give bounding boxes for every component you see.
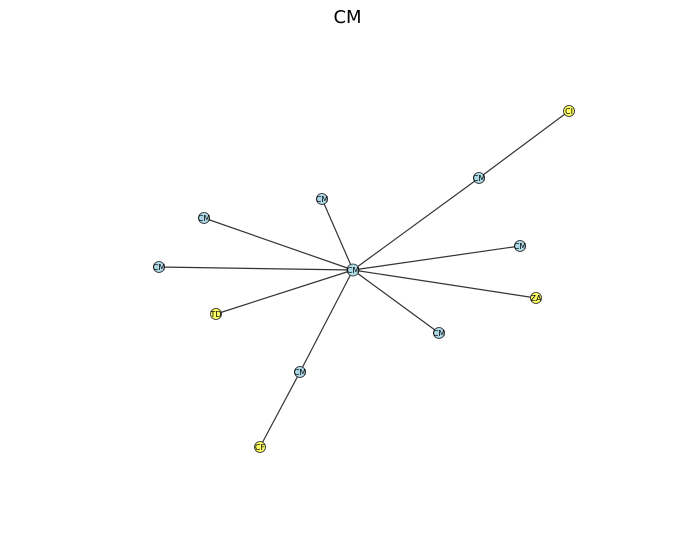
node-circle [514, 240, 526, 252]
node-label: CM [316, 195, 329, 204]
node-label: CM [198, 214, 211, 223]
node-circle [530, 292, 542, 304]
node-label: CM [294, 368, 307, 377]
edge-hub-cm1 [352, 177, 480, 271]
node-label: CM [153, 263, 166, 272]
node-label: CM [514, 242, 527, 251]
node-label: CM [473, 174, 486, 183]
node-cm7: CM [294, 366, 307, 378]
node-circle [210, 308, 222, 320]
node-circle [198, 212, 210, 224]
edge-cm1-ci [478, 110, 570, 179]
node-cm1: CM [473, 172, 486, 184]
node-circle [473, 172, 485, 184]
node-td: TD [209, 308, 222, 320]
edge-hub-cm7 [299, 269, 354, 373]
node-circle [294, 366, 306, 378]
node-hub: CM [346, 263, 360, 277]
node-cm3: CM [198, 212, 211, 224]
edge-hub-za [352, 269, 537, 299]
node-za: ZA [530, 292, 542, 304]
node-cm4: CM [514, 240, 527, 252]
edge-hub-cm6 [352, 269, 440, 334]
node-label: CI [565, 107, 573, 116]
node-circle [563, 105, 575, 117]
edge-cm7-cf [259, 371, 301, 448]
node-cm2: CM [316, 193, 329, 205]
node-label: CM [347, 266, 360, 275]
node-label: CF [255, 443, 266, 452]
edge-hub-cm2 [321, 198, 354, 271]
edges-layer [158, 110, 570, 448]
node-circle [254, 441, 266, 453]
node-cm6: CM [433, 327, 446, 339]
edge-hub-cm5 [158, 266, 354, 271]
graph-title: CM [333, 7, 362, 28]
edge-hub-td [215, 269, 354, 315]
edge-hub-cm3 [203, 217, 354, 271]
node-label: CM [433, 329, 446, 338]
node-circle [153, 261, 165, 273]
node-label: TD [209, 310, 221, 319]
edge-hub-cm4 [352, 245, 521, 271]
node-label: ZA [531, 294, 542, 303]
node-ci: CI [563, 105, 575, 117]
node-cm5: CM [153, 261, 166, 273]
node-circle [316, 193, 328, 205]
node-circle [346, 263, 360, 277]
nodes-layer: CM CM CI CM CM CM CM ZA TD CM CM CF [153, 105, 575, 453]
node-cf: CF [254, 441, 266, 453]
node-circle [433, 327, 445, 339]
